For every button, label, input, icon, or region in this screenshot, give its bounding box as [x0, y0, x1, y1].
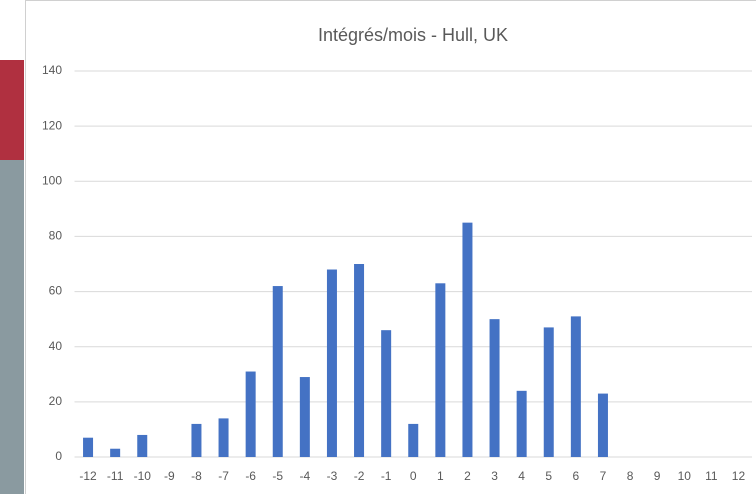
bar [354, 264, 364, 457]
bar [408, 424, 418, 457]
x-tick-label: -2 [354, 469, 365, 483]
side-image [0, 160, 24, 494]
y-tick-label: 0 [55, 449, 62, 463]
bar [191, 424, 201, 457]
bar [273, 286, 283, 457]
y-tick-label: 60 [49, 284, 63, 298]
y-tick-label: 140 [42, 63, 62, 77]
bar [571, 316, 581, 457]
bar [381, 330, 391, 457]
x-tick-label: -4 [300, 469, 311, 483]
chart: Intégrés/mois - Hull, UK 020406080100120… [0, 0, 756, 494]
chart-title: Intégrés/mois - Hull, UK [318, 25, 508, 45]
x-tick-label: -8 [191, 469, 202, 483]
bar [544, 327, 554, 457]
bar [83, 438, 93, 457]
x-tick-label: 9 [654, 469, 661, 483]
x-tick-label: 3 [491, 469, 498, 483]
x-tick-label: -7 [218, 469, 229, 483]
x-tick-label: 11 [705, 469, 718, 483]
x-tick-label: 2 [464, 469, 471, 483]
x-tick-label: -11 [107, 469, 124, 483]
bar [110, 449, 120, 457]
x-tick-label: -12 [79, 469, 97, 483]
bar [435, 283, 445, 457]
x-tick-label: 6 [573, 469, 580, 483]
bar [490, 319, 500, 457]
bar [219, 418, 229, 457]
bar [327, 270, 337, 457]
y-tick-label: 100 [42, 173, 62, 187]
x-tick-label: -9 [164, 469, 175, 483]
y-tick-label: 40 [49, 339, 63, 353]
y-tick-label: 120 [42, 118, 62, 132]
x-tick-label: 7 [600, 469, 607, 483]
page: Intégrés/mois - Hull, UK 020406080100120… [0, 0, 756, 499]
y-tick-label: 20 [49, 394, 63, 408]
x-tick-label: 12 [732, 469, 746, 483]
x-tick-label: -1 [381, 469, 392, 483]
x-tick-label: 8 [627, 469, 634, 483]
x-tick-label: 4 [518, 469, 525, 483]
x-tick-label: 1 [437, 469, 444, 483]
bar [246, 372, 256, 457]
x-tick-label: 10 [678, 469, 692, 483]
x-tick-label: 0 [410, 469, 417, 483]
x-tick-label: -6 [245, 469, 256, 483]
y-tick-label: 80 [49, 229, 63, 243]
x-tick-label: 5 [545, 469, 552, 483]
x-tick-label: -3 [327, 469, 338, 483]
bar [462, 223, 472, 457]
x-tick-label: -10 [134, 469, 152, 483]
bar [137, 435, 147, 457]
bar [598, 394, 608, 457]
x-tick-label: -5 [272, 469, 283, 483]
side-image [0, 60, 24, 160]
bar [300, 377, 310, 457]
bar [517, 391, 527, 457]
